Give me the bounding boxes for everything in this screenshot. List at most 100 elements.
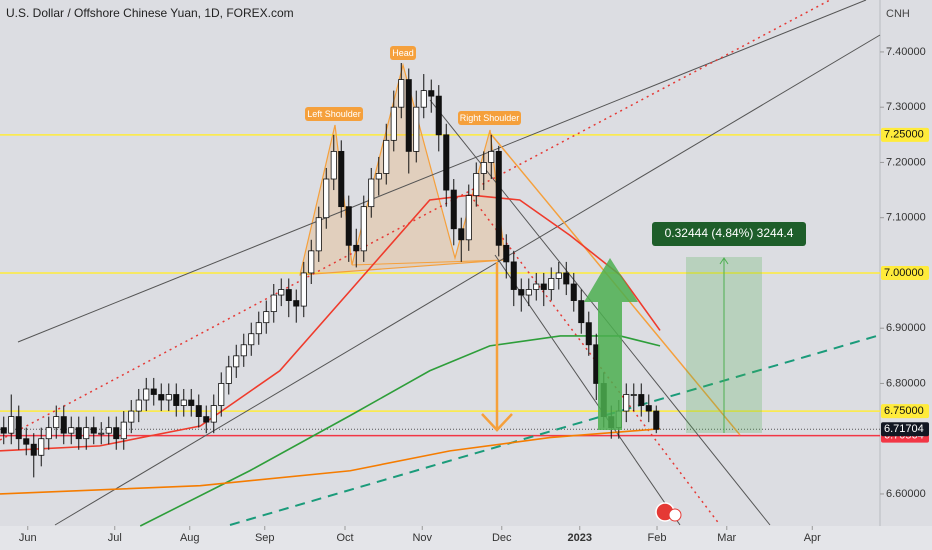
- candle-body: [435, 95, 442, 136]
- candle-body: [240, 344, 247, 357]
- level-label-bg: [881, 265, 929, 280]
- candle-body: [638, 394, 645, 406]
- candle-body: [218, 383, 225, 406]
- candle-body: [165, 394, 172, 401]
- y-tick-label: 6.60000: [886, 488, 926, 500]
- candle-body: [203, 416, 210, 423]
- candle-body: [458, 228, 465, 241]
- candle-body: [353, 244, 360, 252]
- candle-body: [263, 311, 270, 324]
- candle-body: [390, 106, 397, 141]
- candle-body: [270, 294, 277, 313]
- candle-body: [75, 427, 82, 440]
- x-tick-label: Dec: [492, 532, 512, 544]
- x-tick-label: Mar: [717, 532, 736, 544]
- candle-body: [360, 206, 367, 252]
- annotation: Right Shoulder: [460, 113, 520, 123]
- candle-body: [323, 178, 330, 219]
- candle-body: [653, 410, 660, 430]
- y-tick-label: 6.80000: [886, 377, 926, 389]
- x-tick-label: Aug: [180, 532, 200, 544]
- level-label-bg: [881, 127, 929, 142]
- candle-body: [488, 150, 495, 163]
- candle-body: [548, 278, 555, 290]
- x-tick-label: Nov: [412, 532, 432, 544]
- candle-body: [585, 322, 592, 346]
- candle-body: [173, 394, 180, 406]
- candle-body: [555, 272, 562, 279]
- candle-body: [150, 388, 157, 395]
- candle-body: [578, 300, 585, 324]
- x-tick-label: 2023: [568, 532, 592, 544]
- level-label: 6.75000: [884, 405, 924, 417]
- candle-body: [38, 438, 45, 456]
- last-price-bg: [881, 422, 929, 437]
- candle-body: [113, 427, 120, 440]
- candle-body: [570, 283, 577, 301]
- candle-body: [563, 272, 570, 285]
- candle-body: [495, 150, 502, 246]
- annotation-bg: [305, 107, 363, 121]
- candle-body: [443, 134, 450, 191]
- candle-body: [525, 289, 532, 296]
- candle-body: [90, 427, 97, 434]
- measure-arrow-head: [719, 257, 729, 265]
- candle-body: [53, 416, 60, 429]
- candle-body: [210, 405, 217, 423]
- neckline: [351, 259, 506, 266]
- candle-body: [300, 272, 307, 307]
- candle-body: [188, 399, 195, 406]
- candle-body: [480, 162, 487, 174]
- candle-body: [45, 427, 52, 440]
- candle-body: [278, 289, 285, 296]
- annotation: Head: [392, 48, 414, 58]
- candle-body: [30, 443, 37, 456]
- annotation-bg: [458, 111, 521, 125]
- candle-body: [233, 355, 240, 368]
- candle-body: [248, 333, 255, 346]
- y-tick-label: 6.90000: [886, 322, 926, 334]
- candle-body: [293, 300, 300, 307]
- candle-body: [540, 283, 547, 290]
- candle-body: [645, 405, 652, 412]
- measure-label-bg: [652, 222, 806, 246]
- candle-body: [128, 410, 135, 423]
- candle-body: [518, 289, 525, 296]
- y-tick-label: 7.20000: [886, 156, 926, 168]
- candle-body: [413, 106, 420, 152]
- level-label: 7.25000: [884, 129, 924, 141]
- candle-body: [68, 427, 75, 434]
- time-axis-bg: [0, 526, 932, 550]
- candle-body: [630, 394, 637, 396]
- candle-body: [225, 366, 232, 384]
- x-tick-label: Jul: [108, 532, 122, 544]
- candle-body: [383, 139, 390, 174]
- chart-title: U.S. Dollar / Offshore Chinese Yuan, 1D,…: [6, 6, 294, 20]
- candle-body: [428, 90, 435, 97]
- y-tick-label: 7.40000: [886, 46, 926, 58]
- candle-body: [98, 432, 105, 435]
- y-tick-label: 7.10000: [886, 212, 926, 224]
- candle-body: [623, 394, 630, 412]
- candle-body: [255, 322, 262, 335]
- dotted-trend: [0, 0, 831, 441]
- currency: CNH: [886, 8, 910, 20]
- candle-body: [473, 173, 480, 196]
- candle-body: [330, 150, 337, 180]
- candle-body: [308, 250, 315, 274]
- dashed-trend: [229, 334, 881, 526]
- last-price-label: 6.71704: [884, 423, 924, 435]
- x-tick-label: Oct: [336, 532, 353, 544]
- candle-body: [503, 244, 510, 263]
- candle-body: [450, 189, 457, 230]
- event-icon[interactable]: [668, 508, 682, 522]
- y-tick-label: 7.30000: [886, 101, 926, 113]
- candle-body: [180, 399, 187, 406]
- candle-body: [420, 90, 427, 108]
- candle-body: [465, 195, 472, 241]
- candle-body: [338, 150, 345, 208]
- moving-average: [0, 427, 661, 495]
- level-label: 7.00000: [884, 267, 924, 279]
- candle-body: [533, 283, 540, 290]
